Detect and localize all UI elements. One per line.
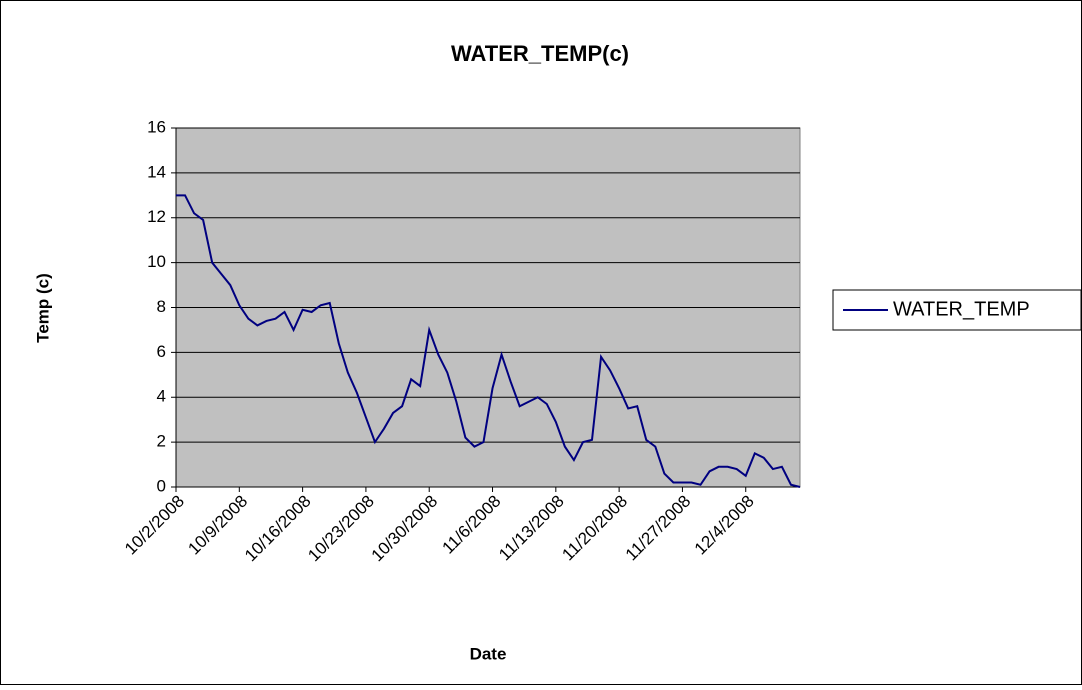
y-tick-label: 4 <box>157 387 166 406</box>
chart-title: WATER_TEMP(c) <box>451 41 629 66</box>
y-tick-label: 12 <box>147 207 166 226</box>
y-axis-label: Temp (c) <box>33 273 52 343</box>
y-tick-label: 6 <box>157 342 166 361</box>
y-tick-label: 10 <box>147 252 166 271</box>
y-tick-label: 2 <box>157 432 166 451</box>
y-tick-label: 14 <box>147 162 166 181</box>
legend-label: WATER_TEMP <box>893 298 1030 320</box>
y-tick-label: 0 <box>157 476 166 495</box>
y-tick-label: 8 <box>157 297 166 316</box>
y-tick-label: 16 <box>147 117 166 136</box>
x-axis-label: Date <box>470 644 507 663</box>
data-line <box>176 194 801 488</box>
